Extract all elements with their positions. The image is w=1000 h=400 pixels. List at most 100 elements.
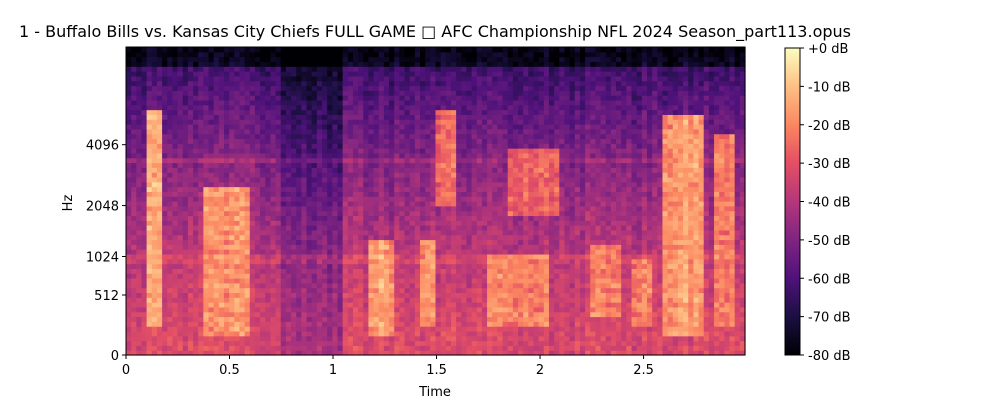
spectrogram-cell bbox=[456, 162, 462, 168]
spectrogram-cell bbox=[131, 143, 137, 149]
spectrogram-cell bbox=[280, 253, 287, 260]
spectrogram-cell bbox=[435, 95, 442, 101]
spectrogram-cell bbox=[487, 229, 493, 236]
spectrogram-cell bbox=[368, 80, 375, 87]
spectrogram-cell bbox=[249, 316, 256, 322]
spectrogram-cell bbox=[296, 47, 302, 53]
spectrogram-cell bbox=[177, 157, 184, 164]
spectrogram-cell bbox=[260, 215, 266, 221]
spectrogram-cell bbox=[337, 263, 344, 269]
spectrogram-cell bbox=[229, 186, 235, 192]
spectrogram-cell bbox=[280, 282, 287, 289]
spectrogram-cell bbox=[363, 47, 370, 53]
spectrogram-cell bbox=[327, 176, 333, 183]
spectrogram-cell bbox=[445, 258, 452, 265]
spectrogram-cell bbox=[156, 167, 163, 173]
spectrogram-cell bbox=[497, 138, 504, 144]
spectrogram-cell bbox=[136, 109, 143, 115]
spectrogram-cell bbox=[156, 138, 163, 144]
spectrogram-cell bbox=[156, 215, 163, 221]
spectrogram-cell bbox=[337, 287, 344, 294]
spectrogram-cell bbox=[404, 316, 411, 322]
spectrogram-cell bbox=[358, 321, 364, 327]
spectrogram-cell bbox=[270, 326, 277, 332]
spectrogram-cell bbox=[368, 321, 375, 327]
spectrogram-cell bbox=[337, 302, 344, 308]
spectrogram-cell bbox=[347, 229, 354, 236]
spectrogram-cell bbox=[193, 345, 199, 351]
spectrogram-cell bbox=[229, 167, 235, 173]
spectrogram-cell bbox=[450, 119, 457, 125]
spectrogram-cell bbox=[203, 335, 210, 342]
spectrogram-cell bbox=[265, 210, 272, 217]
spectrogram-cell bbox=[358, 71, 364, 77]
spectrogram-cell bbox=[425, 278, 431, 284]
spectrogram-cell bbox=[502, 157, 509, 164]
spectrogram-cell bbox=[187, 350, 194, 356]
spectrogram-cell bbox=[378, 176, 385, 183]
spectrogram-cell bbox=[461, 114, 468, 120]
spectrogram-cell bbox=[311, 229, 318, 236]
spectrogram-cell bbox=[162, 47, 168, 53]
spectrogram-cell bbox=[167, 186, 174, 192]
spectrogram-cell bbox=[151, 128, 158, 135]
spectrogram-cell bbox=[471, 191, 478, 197]
spectrogram-cell bbox=[512, 196, 519, 202]
spectrogram-cell bbox=[244, 239, 251, 245]
spectrogram-cell bbox=[420, 215, 426, 221]
spectrogram-cell bbox=[363, 225, 370, 231]
spectrogram-cell bbox=[487, 148, 493, 154]
spectrogram-cell bbox=[213, 90, 220, 96]
spectrogram-cell bbox=[347, 119, 354, 125]
spectrogram-cell bbox=[497, 234, 504, 241]
spectrogram-cell bbox=[332, 205, 339, 212]
spectrogram-cell bbox=[394, 95, 400, 101]
spectrogram-cell bbox=[430, 191, 437, 197]
spectrogram-cell bbox=[172, 128, 179, 135]
spectrogram-cell bbox=[301, 167, 308, 173]
spectrogram-cell bbox=[476, 47, 483, 53]
spectrogram-cell bbox=[481, 109, 488, 115]
spectrogram-cell bbox=[327, 215, 333, 221]
spectrogram-cell bbox=[487, 85, 493, 91]
spectrogram-cell bbox=[270, 210, 277, 217]
spectrogram-cell bbox=[301, 157, 308, 164]
spectrogram-cell bbox=[177, 66, 184, 72]
spectrogram-cell bbox=[244, 172, 251, 178]
spectrogram-cell bbox=[404, 311, 411, 318]
spectrogram-cell bbox=[265, 51, 272, 58]
spectrogram-cell bbox=[450, 152, 457, 159]
spectrogram-cell bbox=[234, 253, 241, 260]
spectrogram-cell bbox=[249, 104, 256, 111]
spectrogram-cell bbox=[518, 297, 524, 303]
spectrogram-cell bbox=[502, 128, 509, 135]
spectrogram-cell bbox=[332, 143, 339, 149]
spectrogram-cell bbox=[528, 350, 535, 356]
spectrogram-cell bbox=[193, 61, 199, 67]
spectrogram-cell bbox=[198, 229, 204, 236]
spectrogram-cell bbox=[378, 99, 385, 106]
spectrogram-cell bbox=[404, 71, 411, 77]
spectrogram-cell bbox=[239, 109, 246, 115]
spectrogram-cell bbox=[162, 234, 168, 241]
spectrogram-cell bbox=[363, 263, 370, 269]
spectrogram-cell bbox=[512, 167, 519, 173]
spectrogram-cell bbox=[244, 244, 251, 250]
spectrogram-cell bbox=[435, 138, 442, 144]
spectrogram-cell bbox=[378, 56, 385, 63]
spectrogram-cell bbox=[131, 148, 137, 154]
spectrogram-cell bbox=[156, 66, 163, 72]
spectrogram-cell bbox=[409, 225, 416, 231]
spectrogram-cell bbox=[502, 215, 509, 221]
spectrogram-cell bbox=[414, 244, 421, 250]
spectrogram-cell bbox=[172, 56, 179, 63]
spectrogram-cell bbox=[151, 229, 158, 236]
spectrogram-cell bbox=[332, 176, 339, 183]
spectrogram-cell bbox=[409, 176, 416, 183]
spectrogram-cell bbox=[213, 75, 220, 82]
spectrogram-cell bbox=[213, 239, 220, 245]
spectrogram-cell bbox=[306, 61, 313, 67]
spectrogram-cell bbox=[512, 201, 519, 207]
spectrogram-cell bbox=[141, 186, 148, 192]
spectrogram-cell bbox=[404, 152, 411, 159]
